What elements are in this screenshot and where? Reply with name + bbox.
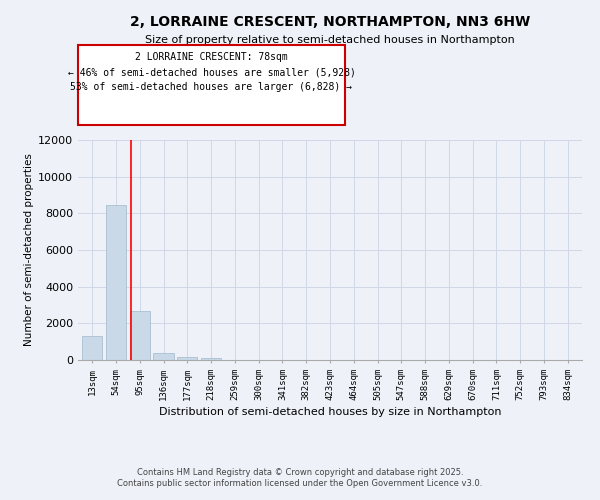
X-axis label: Distribution of semi-detached houses by size in Northampton: Distribution of semi-detached houses by … bbox=[159, 407, 501, 417]
Bar bbox=[106, 205, 126, 360]
Text: ← 46% of semi-detached houses are smaller (5,928): ← 46% of semi-detached houses are smalle… bbox=[68, 68, 355, 78]
Y-axis label: Number of semi-detached properties: Number of semi-detached properties bbox=[24, 154, 34, 346]
Text: Contains HM Land Registry data © Crown copyright and database right 2025.
Contai: Contains HM Land Registry data © Crown c… bbox=[118, 468, 482, 487]
Text: 2 LORRAINE CRESCENT: 78sqm: 2 LORRAINE CRESCENT: 78sqm bbox=[135, 52, 288, 62]
Bar bbox=[130, 310, 150, 360]
Bar bbox=[154, 353, 173, 360]
Bar bbox=[177, 357, 197, 360]
Text: 2, LORRAINE CRESCENT, NORTHAMPTON, NN3 6HW: 2, LORRAINE CRESCENT, NORTHAMPTON, NN3 6… bbox=[130, 15, 530, 29]
Bar bbox=[82, 336, 103, 360]
Text: 53% of semi-detached houses are larger (6,828) →: 53% of semi-detached houses are larger (… bbox=[71, 82, 353, 92]
Text: Size of property relative to semi-detached houses in Northampton: Size of property relative to semi-detach… bbox=[145, 35, 515, 45]
Bar bbox=[201, 358, 221, 360]
